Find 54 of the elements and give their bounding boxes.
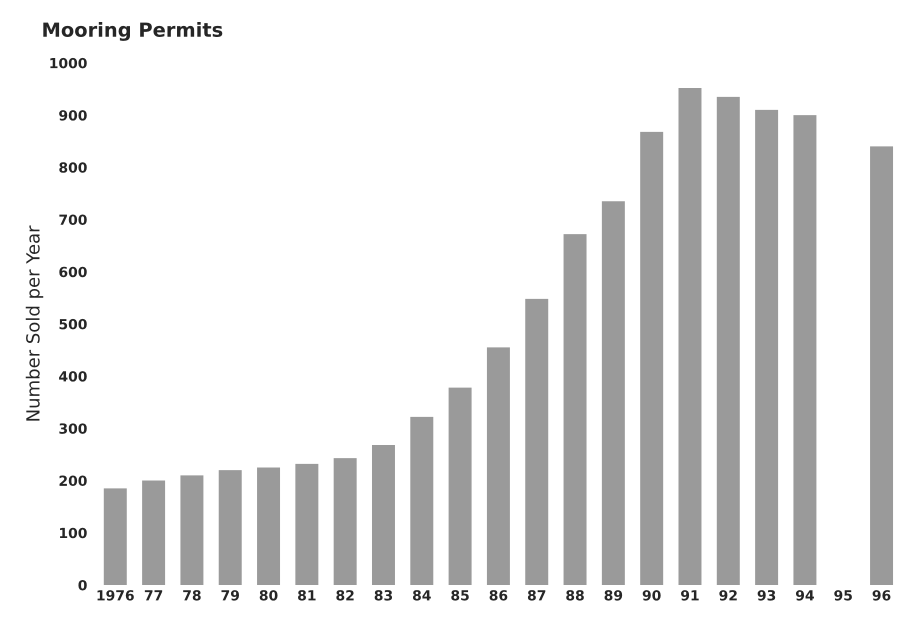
x-tick-label: 83 [374,590,392,601]
bar [525,298,548,585]
y-tick-label: 700 [59,214,87,225]
y-tick-label: 100 [60,528,87,538]
y-tick-label: 800 [59,162,87,173]
x-tick-label: 79 [221,590,240,601]
x-tick-label: 84 [412,590,431,601]
bar [448,388,472,585]
y-tick-label: 600 [59,266,87,278]
bar [142,480,166,585]
x-tick-label: 78 [183,590,201,601]
y-tick-label: 400 [59,371,87,382]
x-tick-label: 89 [604,590,622,601]
bar [716,96,740,585]
x-tick-label: 92 [719,590,737,601]
x-tick-label: 81 [298,590,316,601]
x-tick-label: 88 [566,590,584,601]
bar [257,468,280,585]
x-tick-label: 80 [260,590,278,601]
y-tick-label: 0 [78,580,87,590]
bar [678,88,702,585]
x-tick-label: 77 [144,590,162,600]
bar [218,470,242,585]
x-tick-label: 91 [681,590,699,601]
y-tick-label: 300 [59,423,87,434]
bar [602,201,625,585]
x-tick-label: 82 [336,590,354,601]
bar [410,416,434,585]
bar [564,234,587,585]
y-tick-label: 200 [60,476,87,486]
y-tick-label: 1000 [50,58,87,68]
x-tick-label: 85 [451,590,469,601]
bar [180,475,204,585]
x-tick-label: 86 [490,590,508,601]
x-tick-label: 87 [528,590,546,601]
x-tick-label: 95 [834,590,852,601]
y-tick-label: 500 [60,318,87,330]
bar [372,445,395,585]
bar [334,458,357,585]
x-tick-label: 94 [796,590,814,601]
bar [295,464,318,585]
y-tick-label: 900 [59,110,87,121]
bar [870,146,894,585]
x-tick-label: 90 [642,590,661,601]
bar [755,110,778,585]
bar [640,132,664,585]
x-tick-label: 93 [758,590,776,601]
bar [793,115,816,585]
bar [486,347,510,585]
x-tick-label: 96 [872,590,890,601]
x-tick-label: 1976 [98,590,134,601]
bar [104,488,127,585]
chart-title: Mooring Permits [43,22,222,41]
y-axis-title: Number Sold per Year [26,225,44,421]
